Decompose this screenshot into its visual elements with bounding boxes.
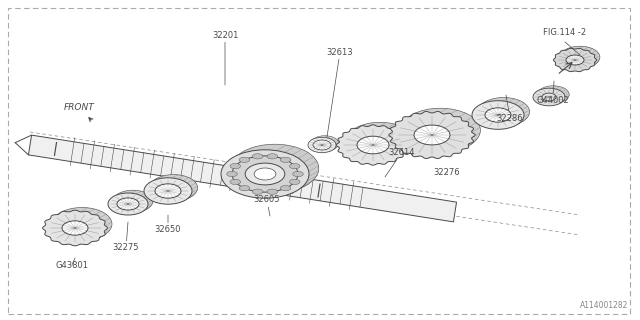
Ellipse shape [477,98,530,126]
Ellipse shape [117,198,139,210]
Ellipse shape [113,190,153,212]
Ellipse shape [313,140,331,150]
Ellipse shape [69,217,95,231]
Ellipse shape [566,55,584,65]
Ellipse shape [254,168,276,180]
Text: FRONT: FRONT [64,103,95,122]
Ellipse shape [422,120,458,140]
Ellipse shape [308,137,336,153]
Text: 32275: 32275 [113,222,140,252]
Ellipse shape [316,139,334,148]
Ellipse shape [542,93,556,101]
Ellipse shape [245,163,285,185]
Ellipse shape [231,144,319,193]
Ellipse shape [230,164,241,169]
Ellipse shape [221,150,309,198]
Ellipse shape [232,156,298,192]
Ellipse shape [252,154,263,159]
Ellipse shape [239,186,250,191]
Ellipse shape [292,172,303,177]
Polygon shape [336,125,410,165]
Text: 32286: 32286 [497,95,524,123]
Text: 32614: 32614 [385,148,415,177]
Ellipse shape [533,88,565,106]
Ellipse shape [357,136,389,154]
Ellipse shape [62,221,88,235]
Text: FIG.114 -2: FIG.114 -2 [543,28,587,37]
Text: 32276: 32276 [434,167,460,177]
Text: G44002: G44002 [536,81,570,105]
Ellipse shape [364,132,396,150]
Ellipse shape [311,136,339,151]
Text: G43801: G43801 [56,258,88,269]
Ellipse shape [52,207,112,241]
Ellipse shape [289,164,300,169]
Ellipse shape [108,193,148,215]
Ellipse shape [346,122,414,160]
Ellipse shape [401,108,481,152]
Ellipse shape [414,125,450,145]
Ellipse shape [144,178,192,204]
Ellipse shape [289,179,300,185]
Ellipse shape [485,108,511,122]
Ellipse shape [267,154,278,159]
Text: A114001282: A114001282 [580,301,628,310]
Ellipse shape [267,189,278,194]
Polygon shape [43,210,108,246]
Ellipse shape [239,157,250,163]
Ellipse shape [161,181,187,195]
Ellipse shape [227,172,237,177]
Ellipse shape [571,52,589,62]
Ellipse shape [560,46,600,68]
Ellipse shape [155,184,181,198]
Ellipse shape [546,91,560,99]
Polygon shape [389,111,476,158]
Ellipse shape [537,86,569,103]
Text: 32613: 32613 [326,47,353,137]
Polygon shape [554,48,596,72]
Ellipse shape [280,186,291,191]
Polygon shape [28,135,456,222]
Text: 32605: 32605 [253,196,280,216]
Text: 32201: 32201 [212,30,238,85]
Ellipse shape [252,189,263,194]
Ellipse shape [150,175,198,201]
Ellipse shape [491,105,516,119]
Ellipse shape [230,179,241,185]
Ellipse shape [472,101,524,129]
Ellipse shape [259,160,290,177]
Text: 32650: 32650 [155,215,181,235]
Ellipse shape [280,157,291,163]
Ellipse shape [122,195,144,207]
